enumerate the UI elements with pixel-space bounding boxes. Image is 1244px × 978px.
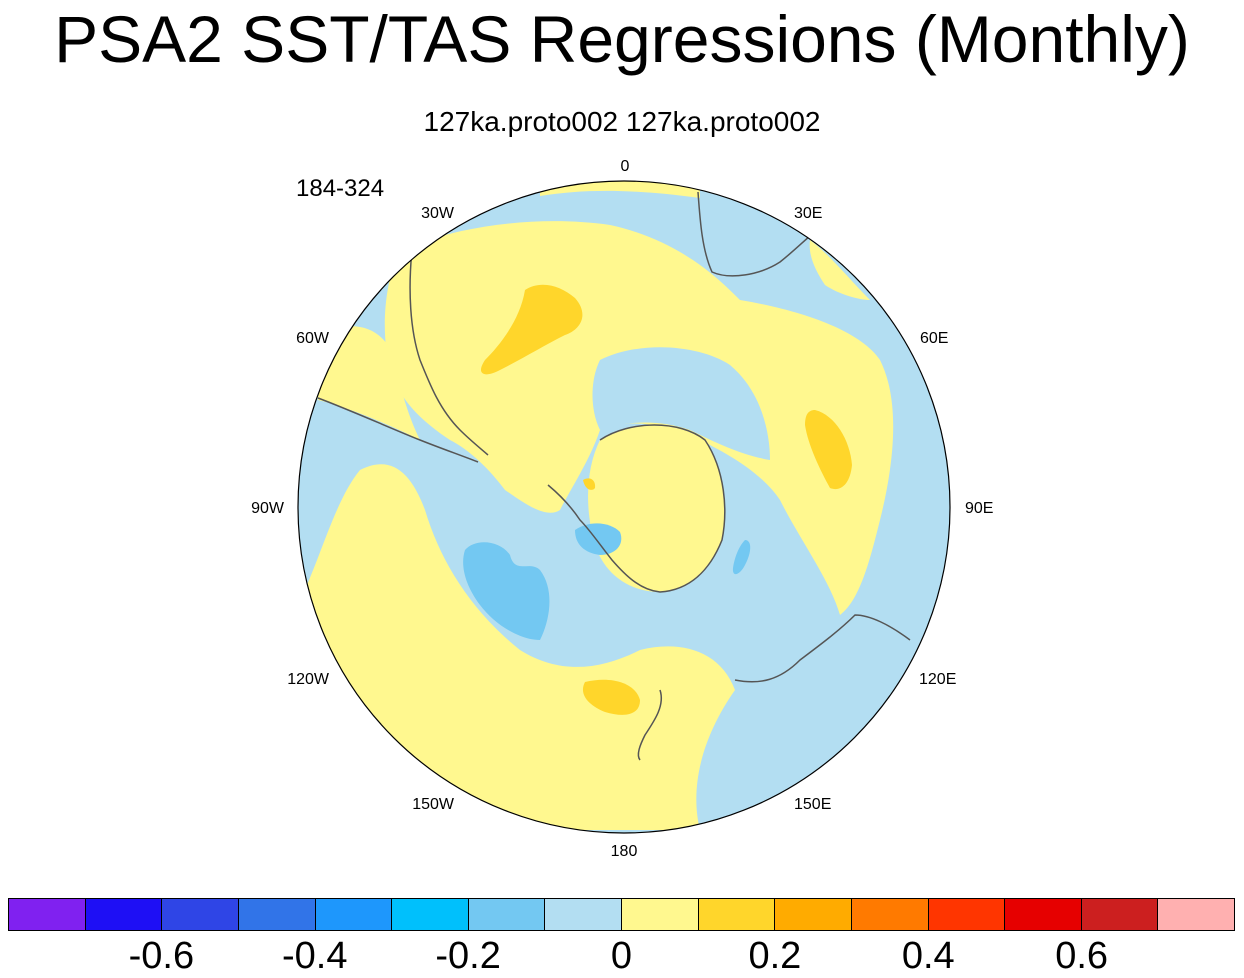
lon-label-90w: 90W — [251, 500, 285, 517]
colorbar-tick-label: 0 — [610, 935, 633, 977]
colorbar-box — [545, 899, 622, 930]
colorbar-tick-label: 0.2 — [748, 935, 802, 977]
region-0p2-northwest — [480, 284, 583, 375]
coastline-australia — [734, 614, 911, 683]
colorbar-tick-label: -0.2 — [435, 935, 501, 977]
lon-label-0: 0 — [621, 158, 630, 175]
colorbar-box — [392, 899, 469, 930]
polar-map: 0 30E 60E 90E 120E 150E 180 150W 120W 90… — [251, 158, 993, 860]
lon-label-30e: 30E — [794, 205, 822, 222]
region-positive-east-coast — [809, 240, 870, 300]
colorbar-box — [1158, 899, 1234, 930]
region-0p2-east — [805, 410, 852, 490]
colorbar-tick-label: -0.6 — [128, 935, 195, 977]
figure-subtitle: 127ka.proto002 127ka.proto002 — [423, 106, 821, 137]
lon-label-60w: 60W — [296, 330, 330, 347]
colorbar-box — [775, 899, 852, 930]
map-field — [298, 181, 950, 833]
region-positive-west-tongue — [300, 464, 735, 830]
colorbar — [8, 898, 1235, 931]
lon-label-90e: 90E — [965, 500, 993, 517]
colorbar-box — [238, 899, 316, 930]
region-0p2-south — [582, 679, 640, 715]
lon-label-120w: 120W — [287, 671, 330, 688]
lon-label-150w: 150W — [412, 796, 455, 813]
figure-title: PSA2 SST/TAS Regressions (Monthly) — [54, 2, 1190, 76]
colorbar-tick-label: 0.4 — [901, 935, 955, 977]
lon-label-30w: 30W — [421, 205, 455, 222]
region-positive-top-arc — [540, 181, 700, 198]
lon-label-150e: 150E — [794, 796, 831, 813]
coastline-africa — [697, 191, 811, 277]
colorbar-box — [622, 899, 699, 930]
coastline-antarctica — [547, 424, 726, 593]
colorbar-box — [162, 899, 239, 930]
coastline-new-zealand — [637, 689, 662, 761]
period-label: 184-324 — [296, 175, 385, 202]
colorbar-tick-label: 0.6 — [1055, 935, 1109, 977]
region-positive-far-west — [317, 326, 420, 440]
lon-label-60e: 60E — [920, 330, 948, 347]
colorbar-box — [851, 899, 929, 930]
lon-label-120e: 120E — [919, 671, 956, 688]
coastline-south-america-tip — [317, 397, 479, 463]
coastline-south-america — [409, 249, 489, 456]
region-neg-0p2-center — [575, 523, 622, 555]
colorbar-box — [85, 899, 163, 930]
region-negative-inner — [592, 347, 770, 460]
colorbar-box — [928, 899, 1006, 930]
region-0p2-small — [583, 478, 596, 490]
lon-label-180: 180 — [611, 843, 638, 860]
colorbar-box — [315, 899, 393, 930]
colorbar-tick-label: -0.4 — [282, 935, 348, 977]
map-border — [297, 180, 951, 834]
colorbar-box — [468, 899, 546, 930]
region-neg-0p2-west — [463, 542, 550, 640]
region-positive-antarctica — [588, 425, 725, 592]
colorbar-box — [1005, 899, 1082, 930]
colorbar-box — [1081, 899, 1159, 930]
region-neg-0p2-east — [732, 540, 751, 575]
colorbar-box — [9, 899, 86, 930]
colorbar-box — [698, 899, 776, 930]
